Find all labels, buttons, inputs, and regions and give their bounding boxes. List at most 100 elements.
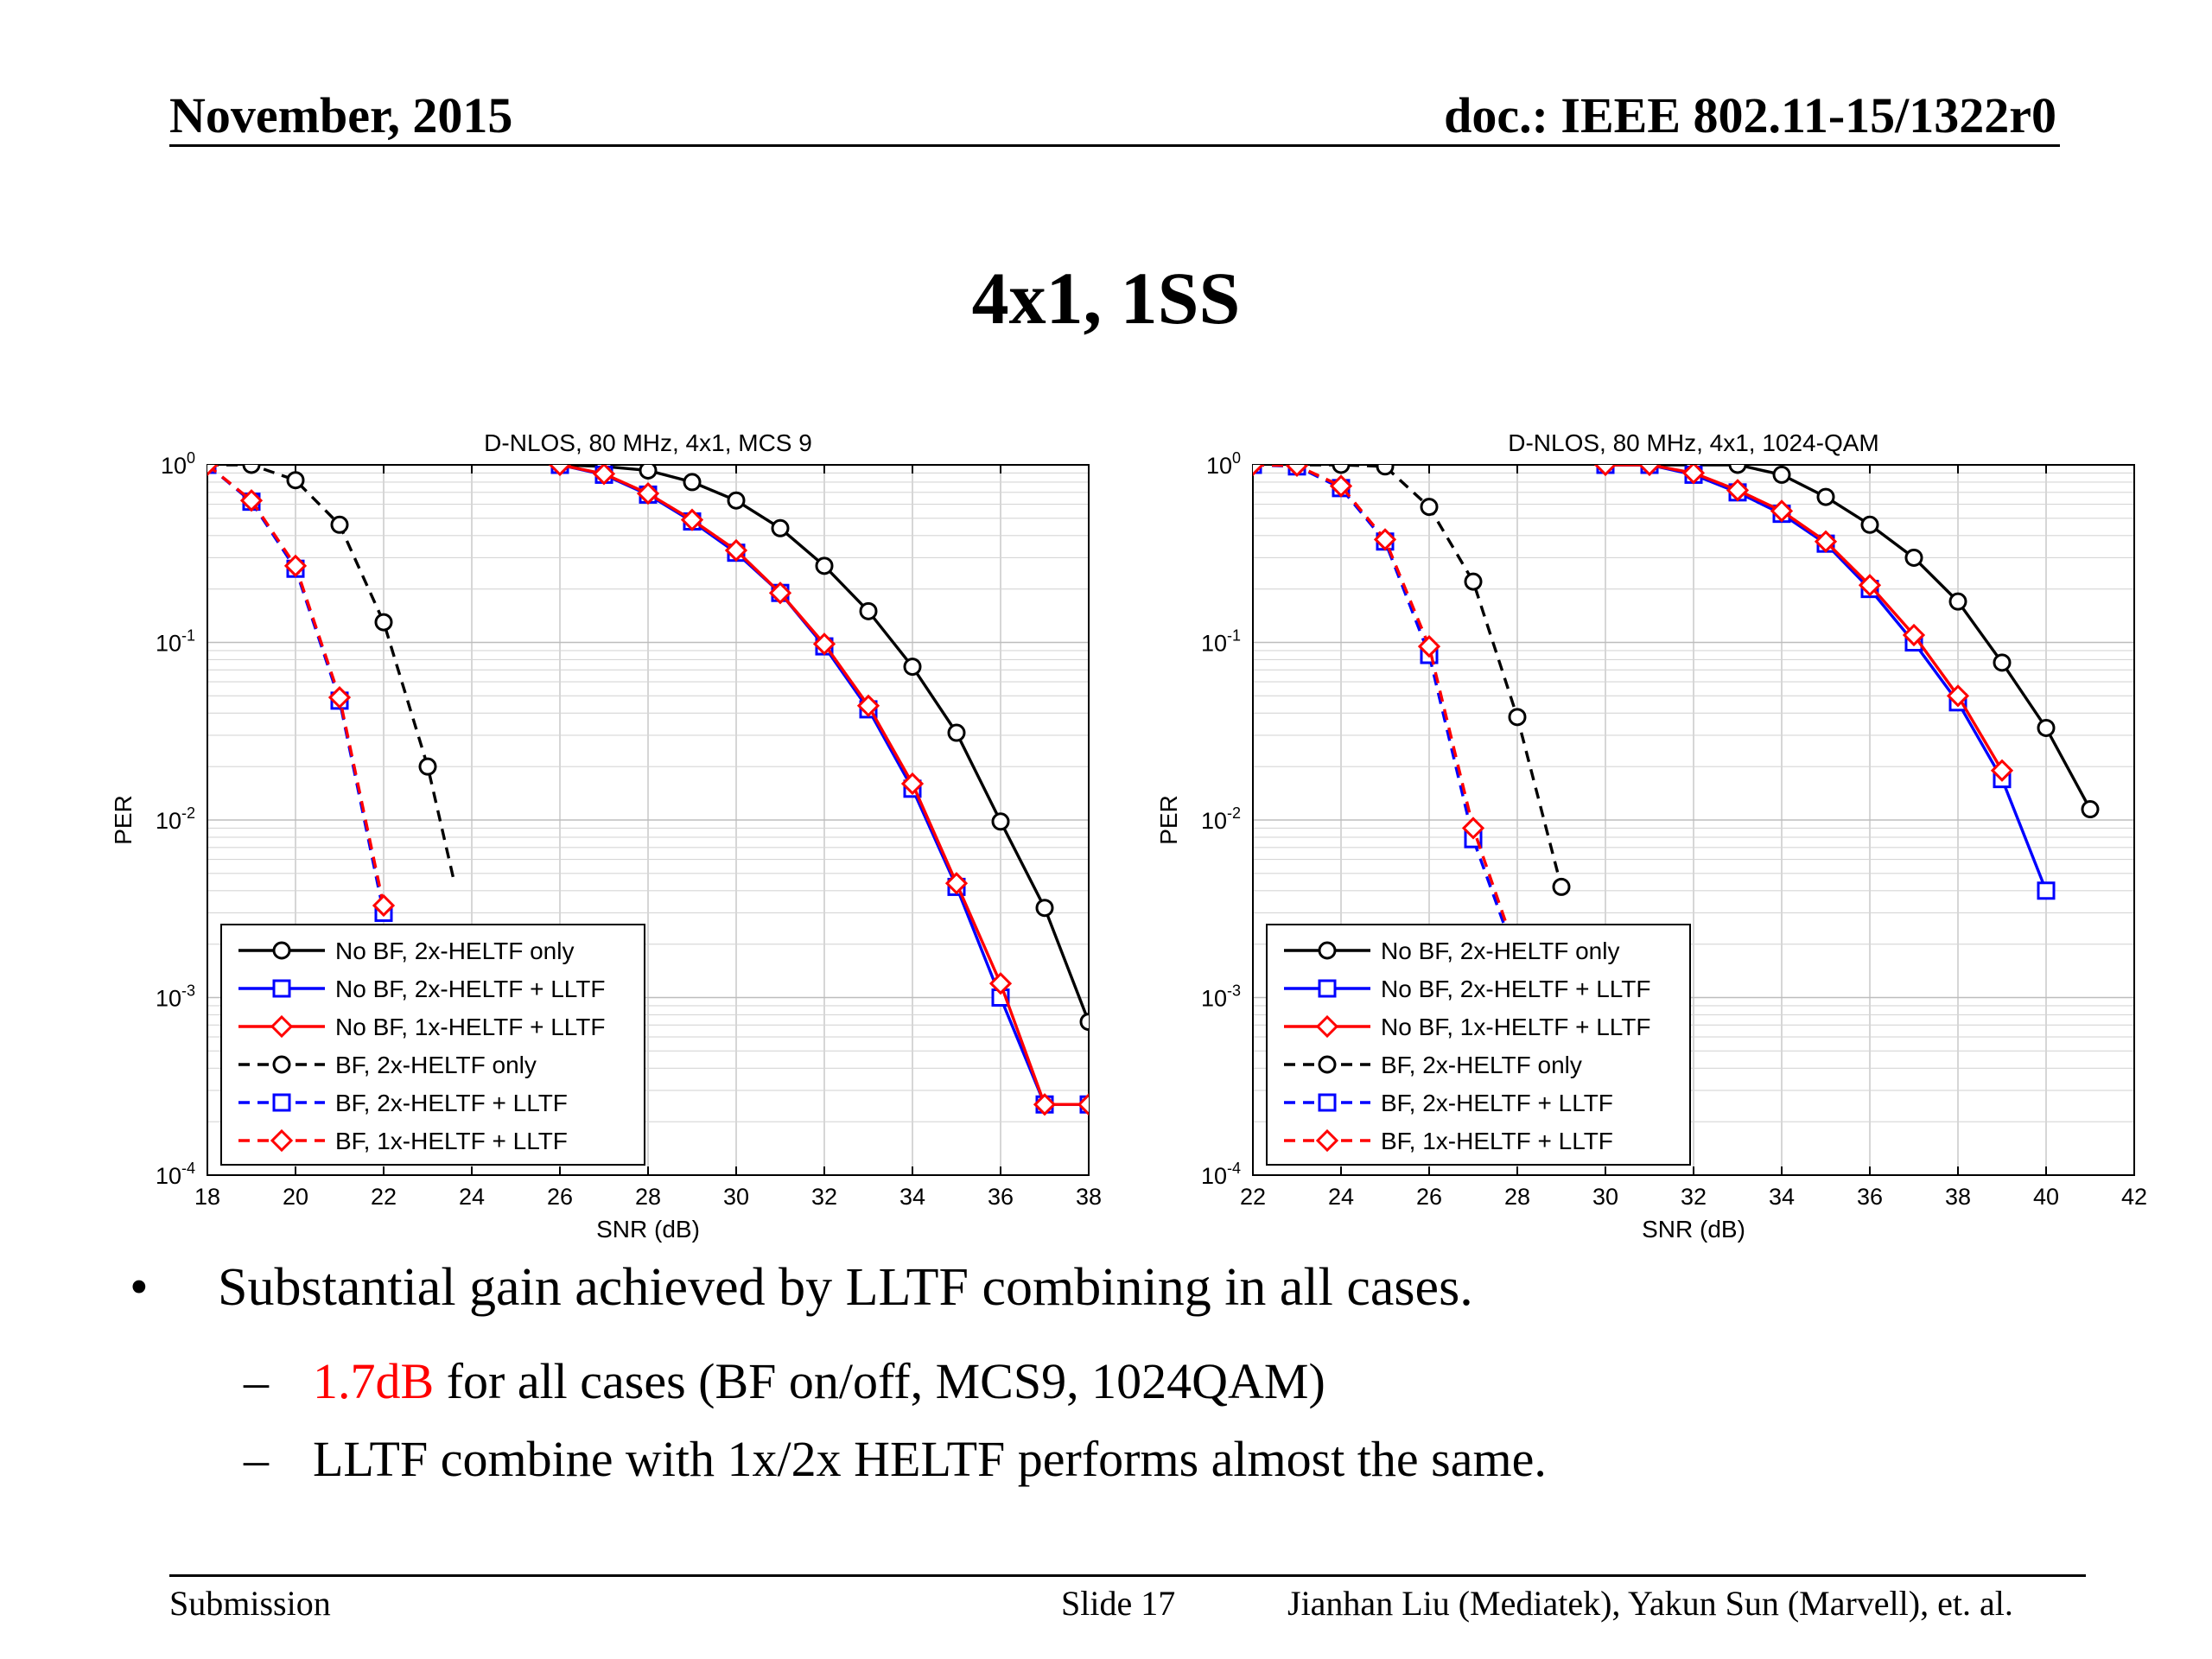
data-point: [1990, 759, 2014, 782]
series-1: [1596, 465, 2100, 819]
y-tick-label: 10-1: [1201, 627, 1241, 657]
data-point: [2037, 718, 2056, 737]
x-tick-label: 30: [723, 1184, 749, 1210]
x-tick-label: 28: [1504, 1184, 1530, 1210]
data-point: [1417, 634, 1441, 658]
x-axis-label: SNR (dB): [596, 1216, 700, 1243]
data-point: [1508, 708, 1527, 727]
data-point: [988, 972, 1013, 995]
data-point: [1726, 479, 1750, 502]
data-point: [1285, 465, 1309, 478]
data-point: [207, 465, 219, 477]
data-point: [724, 538, 748, 563]
series-6: [207, 465, 396, 918]
data-point: [1948, 592, 1967, 611]
data-point: [1637, 465, 1662, 477]
data-point: [1552, 877, 1571, 896]
series-3: [548, 465, 1089, 1116]
data-point: [592, 465, 616, 486]
chart-1024qam: 22 24 26 28 30 32 34 36 38 40 42 100 10-1 10-2 10-3 10-…: [1155, 429, 2147, 1243]
legend-marker: [1318, 1093, 1337, 1112]
gain-highlight: 1.7dB: [313, 1353, 435, 1409]
y-tick-label: 100: [161, 449, 195, 479]
y-tick-label: 10-4: [156, 1160, 195, 1189]
footer-divider: [169, 1574, 2086, 1577]
data-point: [1946, 684, 1970, 708]
data-point: [1253, 465, 1265, 477]
sub-bullet-1-text: for all cases (BF on/off, MCS9, 1024QAM): [434, 1353, 1325, 1409]
footer-left: Submission: [169, 1584, 331, 1623]
x-tick-label: 26: [1416, 1184, 1442, 1210]
legend-marker: [272, 1055, 291, 1074]
bullet-main-text: Substantial gain achieved by LLTF combin…: [218, 1258, 1473, 1317]
data-point: [680, 508, 704, 531]
header-date: November, 2015: [169, 87, 513, 143]
data-point: [900, 772, 925, 796]
data-point: [2081, 800, 2100, 819]
legend: No BF, 2x-HELTF only No BF, 2x-HELTF + LL…: [220, 924, 645, 1166]
data-point: [1593, 465, 1618, 477]
y-tick-label: 10-2: [1201, 804, 1241, 834]
data-point: [1420, 498, 1439, 517]
legend-marker: [1318, 979, 1337, 998]
legend-marker: [272, 941, 291, 960]
data-point: [636, 481, 660, 505]
x-tick-label: 32: [811, 1184, 837, 1210]
sub-bullet-1: –1.7dB for all cases (BF on/off, MCS9, 1…: [244, 1352, 1325, 1410]
sub-bullet-2: – LLTF combine with 1x/2x HELTF performs …: [244, 1430, 1547, 1488]
chart-mcs9: 18 20 22 24 26 28 30 32 34 36 38 100 10-1 10-2 10-3 10-…: [110, 429, 1102, 1243]
sub-bullet-dash: –: [244, 1431, 269, 1487]
data-point: [327, 686, 352, 709]
legend-label: No BF, 2x-HELTF + LLTF: [1381, 976, 1650, 1002]
legend-label: No BF, 2x-HELTF only: [1381, 938, 1619, 964]
data-point: [727, 491, 746, 510]
series-line: [1605, 465, 2092, 810]
data-point: [683, 473, 702, 492]
data-point: [815, 556, 834, 575]
x-tick-label: 32: [1681, 1184, 1707, 1210]
footer-slide-number: Slide 17: [1061, 1584, 1176, 1623]
legend-label: BF, 2x-HELTF only: [1381, 1052, 1582, 1078]
x-tick-label: 18: [194, 1184, 220, 1210]
x-tick-label: 34: [1769, 1184, 1795, 1210]
x-tick-label: 42: [2121, 1184, 2147, 1210]
legend-marker: [270, 1014, 294, 1039]
data-point: [1461, 817, 1485, 840]
data-point: [1772, 465, 1791, 484]
data-point: [1035, 899, 1054, 918]
data-point: [771, 518, 790, 537]
legend-label: BF, 2x-HELTF + LLTF: [1381, 1090, 1613, 1116]
data-point: [283, 554, 308, 577]
legend-marker: [272, 979, 291, 998]
slide-title: 4x1, 1SS: [971, 257, 1241, 340]
data-point: [1814, 530, 1838, 553]
y-tick-label: 10-3: [1201, 982, 1241, 1012]
x-tick-label: 28: [635, 1184, 661, 1210]
x-tick-label: 24: [459, 1184, 485, 1210]
series-5: [1253, 465, 1510, 938]
footer-authors: Jianhan Liu (Mediatek), Yakun Sun (Marve…: [1287, 1584, 2013, 1623]
sub-bullet-dash: –: [244, 1353, 269, 1409]
data-point: [372, 893, 396, 918]
x-tick-label: 34: [899, 1184, 925, 1210]
data-point: [1077, 1093, 1089, 1116]
data-point: [1860, 515, 1879, 534]
y-tick-label: 10-3: [156, 982, 195, 1012]
x-tick-label: 38: [1945, 1184, 1971, 1210]
legend-label: No BF, 1x-HELTF + LLTF: [1381, 1014, 1650, 1040]
series-line: [1605, 465, 2048, 892]
header-doc-id: doc.: IEEE 802.11-15/1322r0: [1444, 87, 2056, 143]
data-point: [1728, 465, 1747, 474]
chart-title: D-NLOS, 80 MHz, 4x1, MCS 9: [484, 429, 812, 456]
legend-label: BF, 1x-HELTF + LLTF: [335, 1128, 568, 1154]
data-point: [1373, 528, 1397, 551]
x-tick-label: 26: [547, 1184, 573, 1210]
series-3: [1593, 465, 2014, 782]
y-axis-label: PER: [1155, 795, 1182, 845]
bullet-main: • Substantial gain achieved by LLTF comb…: [130, 1257, 1473, 1319]
data-point: [2037, 881, 2056, 900]
data-point: [1464, 572, 1483, 591]
data-point: [1332, 465, 1351, 474]
x-tick-label: 20: [283, 1184, 308, 1210]
y-tick-label: 10-4: [1201, 1160, 1241, 1189]
